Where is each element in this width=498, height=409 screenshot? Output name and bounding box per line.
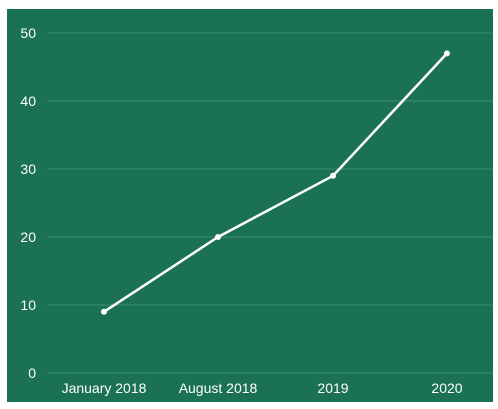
- data-point: [215, 234, 221, 240]
- series-line: [103, 52, 448, 313]
- series-group: [101, 50, 450, 315]
- data-point: [101, 308, 107, 315]
- x-tick-label: 2020: [431, 380, 462, 396]
- y-tick-label: 50: [20, 25, 36, 41]
- y-tick-label: 30: [20, 161, 36, 177]
- chart-panel: [7, 9, 493, 402]
- data-point: [330, 172, 336, 179]
- x-tick-label: 2019: [317, 380, 348, 396]
- y-axis-ticks: 0 10 20 30 40 50: [20, 25, 36, 381]
- x-tick-label: August 2018: [179, 380, 258, 396]
- y-tick-label: 10: [20, 297, 36, 313]
- grid-lines: [47, 32, 493, 374]
- x-axis-ticks: January 2018 August 2018 2019 2020: [62, 380, 463, 396]
- y-tick-label: 40: [20, 93, 36, 109]
- y-tick-label: 20: [20, 229, 36, 245]
- data-point: [444, 50, 450, 57]
- x-tick-label: January 2018: [62, 380, 147, 396]
- y-tick-label: 0: [28, 365, 36, 381]
